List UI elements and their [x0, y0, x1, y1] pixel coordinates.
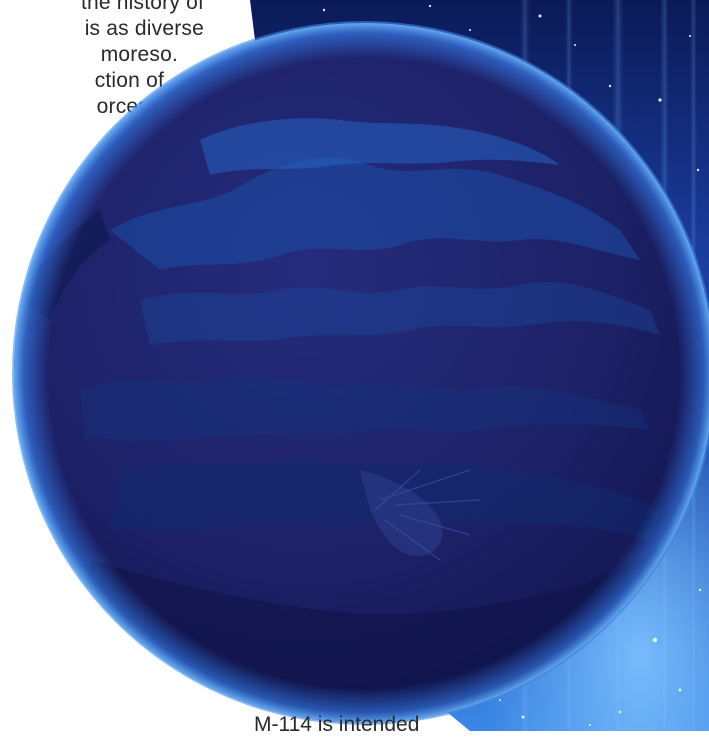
intro-text-line: is as diverse: [84, 17, 204, 40]
planet-globe-icon: [12, 21, 709, 725]
intro-text-line: the history of: [80, 0, 204, 14]
intro-text-line: moreso.: [100, 43, 178, 66]
footer-text: M-114 is intended: [254, 713, 420, 736]
intro-text-line: ction of: [94, 69, 164, 92]
intro-text-block: the history of is as diverse moreso. cti…: [64, 0, 204, 120]
